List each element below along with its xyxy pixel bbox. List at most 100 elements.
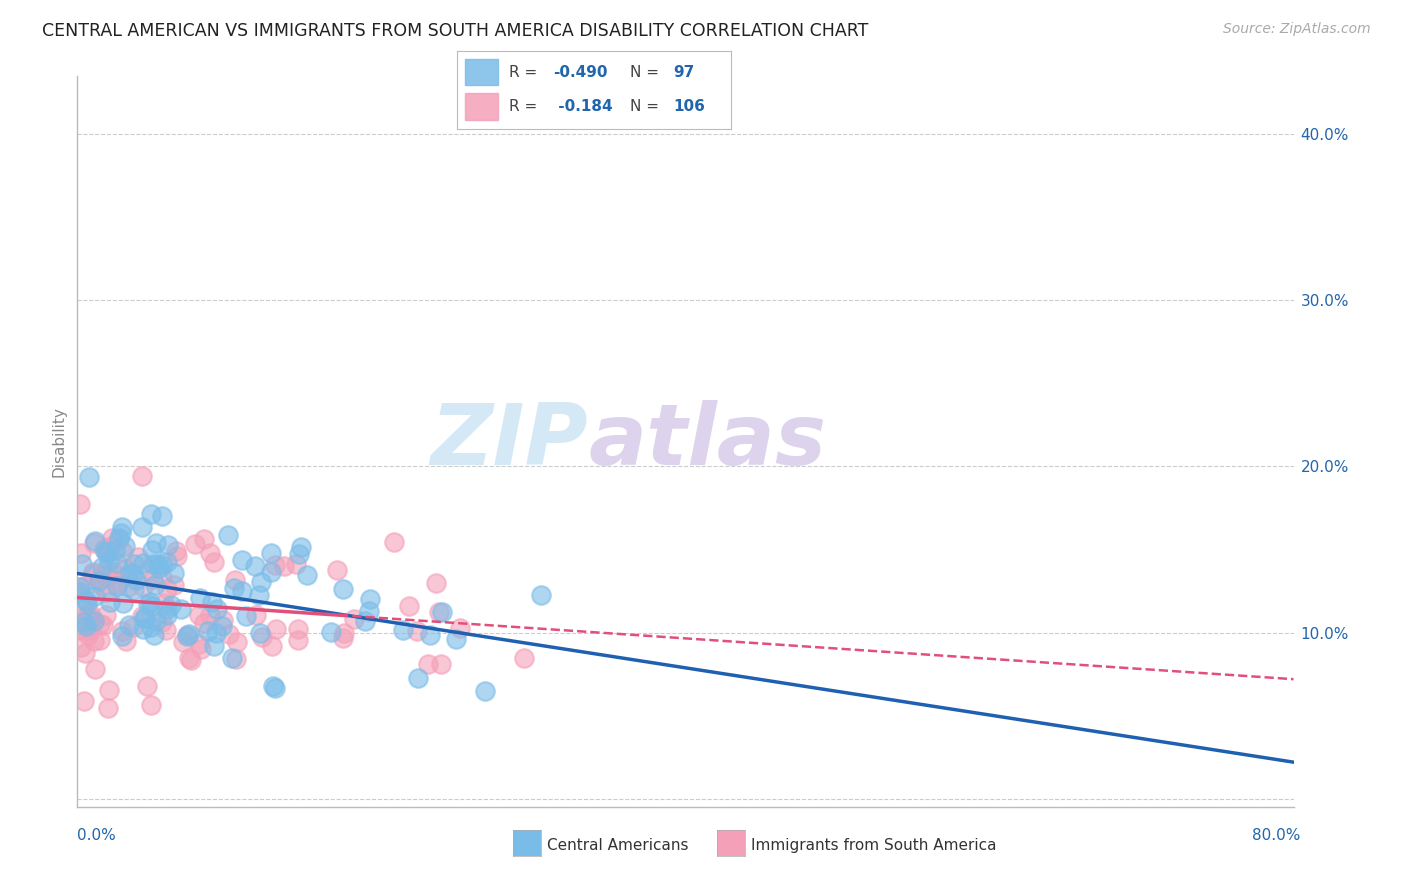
Point — [73, 602, 96, 616]
Point — [290, 541, 312, 555]
Point — [96, 541, 118, 556]
Point — [156, 601, 179, 615]
Point — [94, 585, 117, 599]
Text: N =: N = — [630, 64, 658, 79]
Point — [117, 580, 139, 594]
Point — [150, 615, 173, 629]
Point — [87, 571, 110, 585]
Point — [79, 623, 101, 637]
Point — [77, 628, 100, 642]
Point — [98, 595, 121, 609]
Point — [425, 575, 447, 590]
Point — [104, 543, 127, 558]
Point — [202, 639, 225, 653]
Point — [418, 657, 440, 671]
Point — [430, 605, 453, 619]
Point — [96, 701, 118, 715]
Point — [249, 626, 271, 640]
Bar — [465, 59, 498, 86]
Point — [83, 535, 105, 549]
Point — [112, 596, 135, 610]
Point — [252, 630, 274, 644]
Point — [83, 614, 105, 628]
Text: -0.184: -0.184 — [553, 99, 613, 113]
Point — [141, 599, 163, 613]
Point — [122, 557, 145, 571]
Point — [287, 547, 309, 561]
Point — [145, 614, 167, 628]
Point — [160, 599, 183, 613]
Point — [187, 607, 209, 622]
Point — [139, 620, 162, 634]
Point — [93, 618, 115, 632]
Point — [332, 582, 354, 596]
Point — [93, 568, 115, 582]
Point — [69, 497, 91, 511]
Point — [398, 599, 420, 614]
Point — [176, 628, 198, 642]
Point — [79, 605, 101, 619]
Point — [75, 593, 97, 607]
Point — [136, 597, 159, 611]
Point — [101, 532, 124, 546]
Point — [392, 623, 415, 637]
Point — [332, 631, 354, 645]
Point — [145, 536, 167, 550]
Point — [107, 531, 129, 545]
Point — [193, 533, 215, 547]
Point — [165, 544, 187, 558]
Text: R =: R = — [509, 99, 537, 113]
Point — [205, 602, 228, 616]
Point — [80, 610, 103, 624]
Point — [260, 546, 283, 560]
Point — [73, 693, 96, 707]
Point — [180, 652, 202, 666]
Point — [474, 684, 496, 698]
Point — [419, 627, 441, 641]
Point — [82, 565, 104, 579]
Point — [406, 671, 429, 685]
Point — [138, 595, 160, 609]
Point — [264, 681, 287, 695]
Point — [121, 620, 143, 634]
Point — [83, 589, 105, 603]
Point — [148, 557, 170, 571]
Point — [73, 623, 96, 637]
Point — [100, 539, 122, 553]
Point — [89, 574, 111, 588]
Point — [75, 646, 97, 660]
Point — [131, 468, 153, 483]
Point — [163, 566, 186, 581]
Point — [212, 613, 235, 627]
Point — [156, 582, 179, 597]
Point — [142, 557, 165, 571]
Point — [101, 564, 124, 578]
Point — [245, 559, 267, 574]
Point — [287, 622, 309, 636]
Point — [69, 580, 91, 594]
Point — [83, 633, 105, 648]
Point — [143, 577, 166, 591]
Point — [285, 557, 308, 571]
Point — [89, 633, 111, 648]
Text: 97: 97 — [673, 64, 695, 79]
Point — [226, 635, 249, 649]
Point — [84, 534, 107, 549]
Point — [69, 623, 91, 637]
Point — [121, 566, 143, 581]
Point — [449, 621, 471, 635]
Point — [73, 615, 96, 629]
Point — [96, 562, 118, 576]
Point — [354, 614, 377, 628]
Point — [343, 612, 366, 626]
Point — [83, 662, 105, 676]
Point — [76, 596, 98, 610]
Point — [406, 624, 429, 638]
Point — [513, 650, 536, 665]
Point — [247, 588, 270, 602]
Point — [198, 608, 221, 623]
Point — [96, 571, 118, 585]
Point — [141, 543, 163, 558]
Text: 80.0%: 80.0% — [1253, 829, 1301, 843]
Point — [131, 556, 153, 570]
